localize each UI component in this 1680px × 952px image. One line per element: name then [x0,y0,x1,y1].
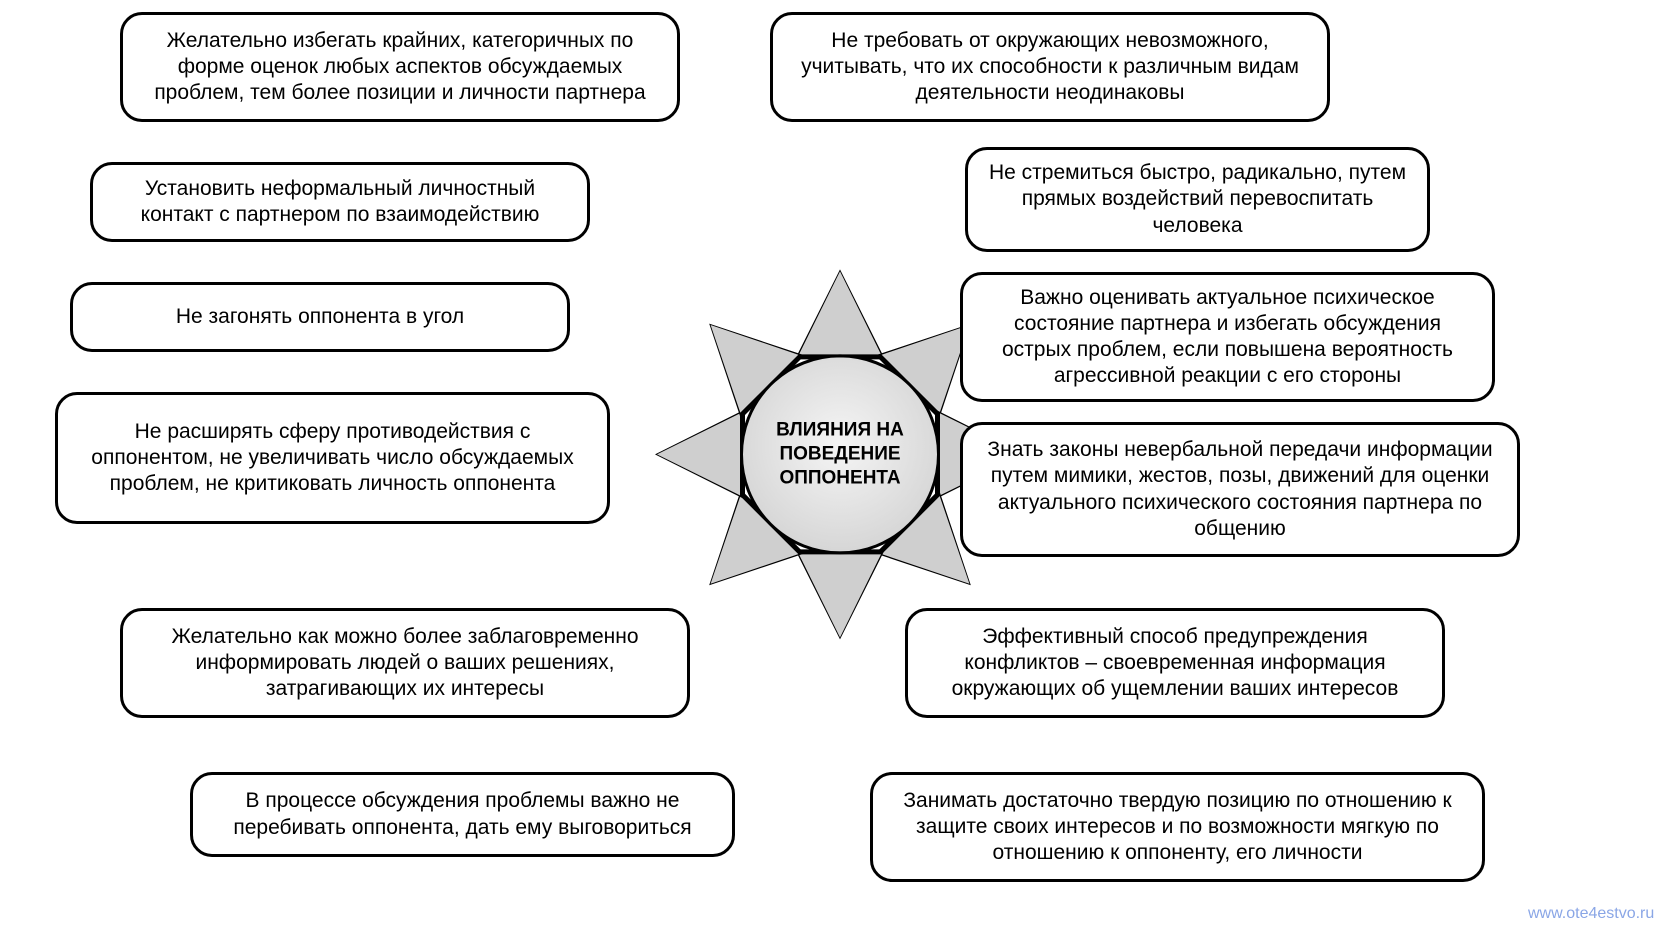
info-box-left-5: Желательно как можно более заблаговремен… [120,608,690,718]
info-box-text: Не стремиться быстро, радикально, путем … [986,160,1409,239]
info-box-text: Установить неформальный личностный конта… [111,176,569,229]
info-box-left-2: Установить неформальный личностный конта… [90,162,590,242]
info-box-left-3: Не загонять оппонента в угол [70,282,570,352]
info-box-text: Не расширять сферу противодействия с опп… [76,419,589,498]
info-box-text: Знать законы невербальной передачи инфор… [981,437,1499,542]
info-box-right-2: Не стремиться быстро, радикально, путем … [965,147,1430,252]
center-title: ВЛИЯНИЯ НА ПОВЕДЕНИЕ ОППОНЕНТА [753,419,927,490]
info-box-text: Эффективный способ предупреждения конфли… [926,624,1424,703]
info-box-text: Важно оценивать актуальное психическое с… [981,285,1474,390]
info-box-right-1: Не требовать от окружающих невозможного,… [770,12,1330,122]
star-ray [795,269,885,359]
center-circle: ВЛИЯНИЯ НА ПОВЕДЕНИЕ ОППОНЕНТА [740,354,940,554]
info-box-text: Занимать достаточно твердую позицию по о… [891,788,1464,867]
info-box-text: Не требовать от окружающих невозможного,… [791,28,1309,107]
star-ray [795,549,885,639]
info-box-text: Желательно избегать крайних, категоричны… [141,28,659,107]
info-box-right-3: Важно оценивать актуальное психическое с… [960,272,1495,402]
watermark: www.ote4estvo.ru [1528,905,1654,923]
info-box-text: В процессе обсуждения проблемы важно не … [211,788,714,841]
info-box-left-1: Желательно избегать крайних, категоричны… [120,12,680,122]
info-box-right-4: Знать законы невербальной передачи инфор… [960,422,1520,557]
info-box-right-6: Занимать достаточно твердую позицию по о… [870,772,1485,882]
info-box-text: Желательно как можно более заблаговремен… [141,624,669,703]
star-ray [655,409,745,499]
info-box-right-5: Эффективный способ предупреждения конфли… [905,608,1445,718]
info-box-text: Не загонять оппонента в угол [176,304,464,330]
info-box-left-6: В процессе обсуждения проблемы важно не … [190,772,735,857]
info-box-left-4: Не расширять сферу противодействия с опп… [55,392,610,524]
